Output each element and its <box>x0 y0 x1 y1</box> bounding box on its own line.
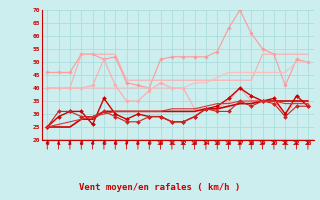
Text: Vent moyen/en rafales ( km/h ): Vent moyen/en rafales ( km/h ) <box>79 183 241 192</box>
